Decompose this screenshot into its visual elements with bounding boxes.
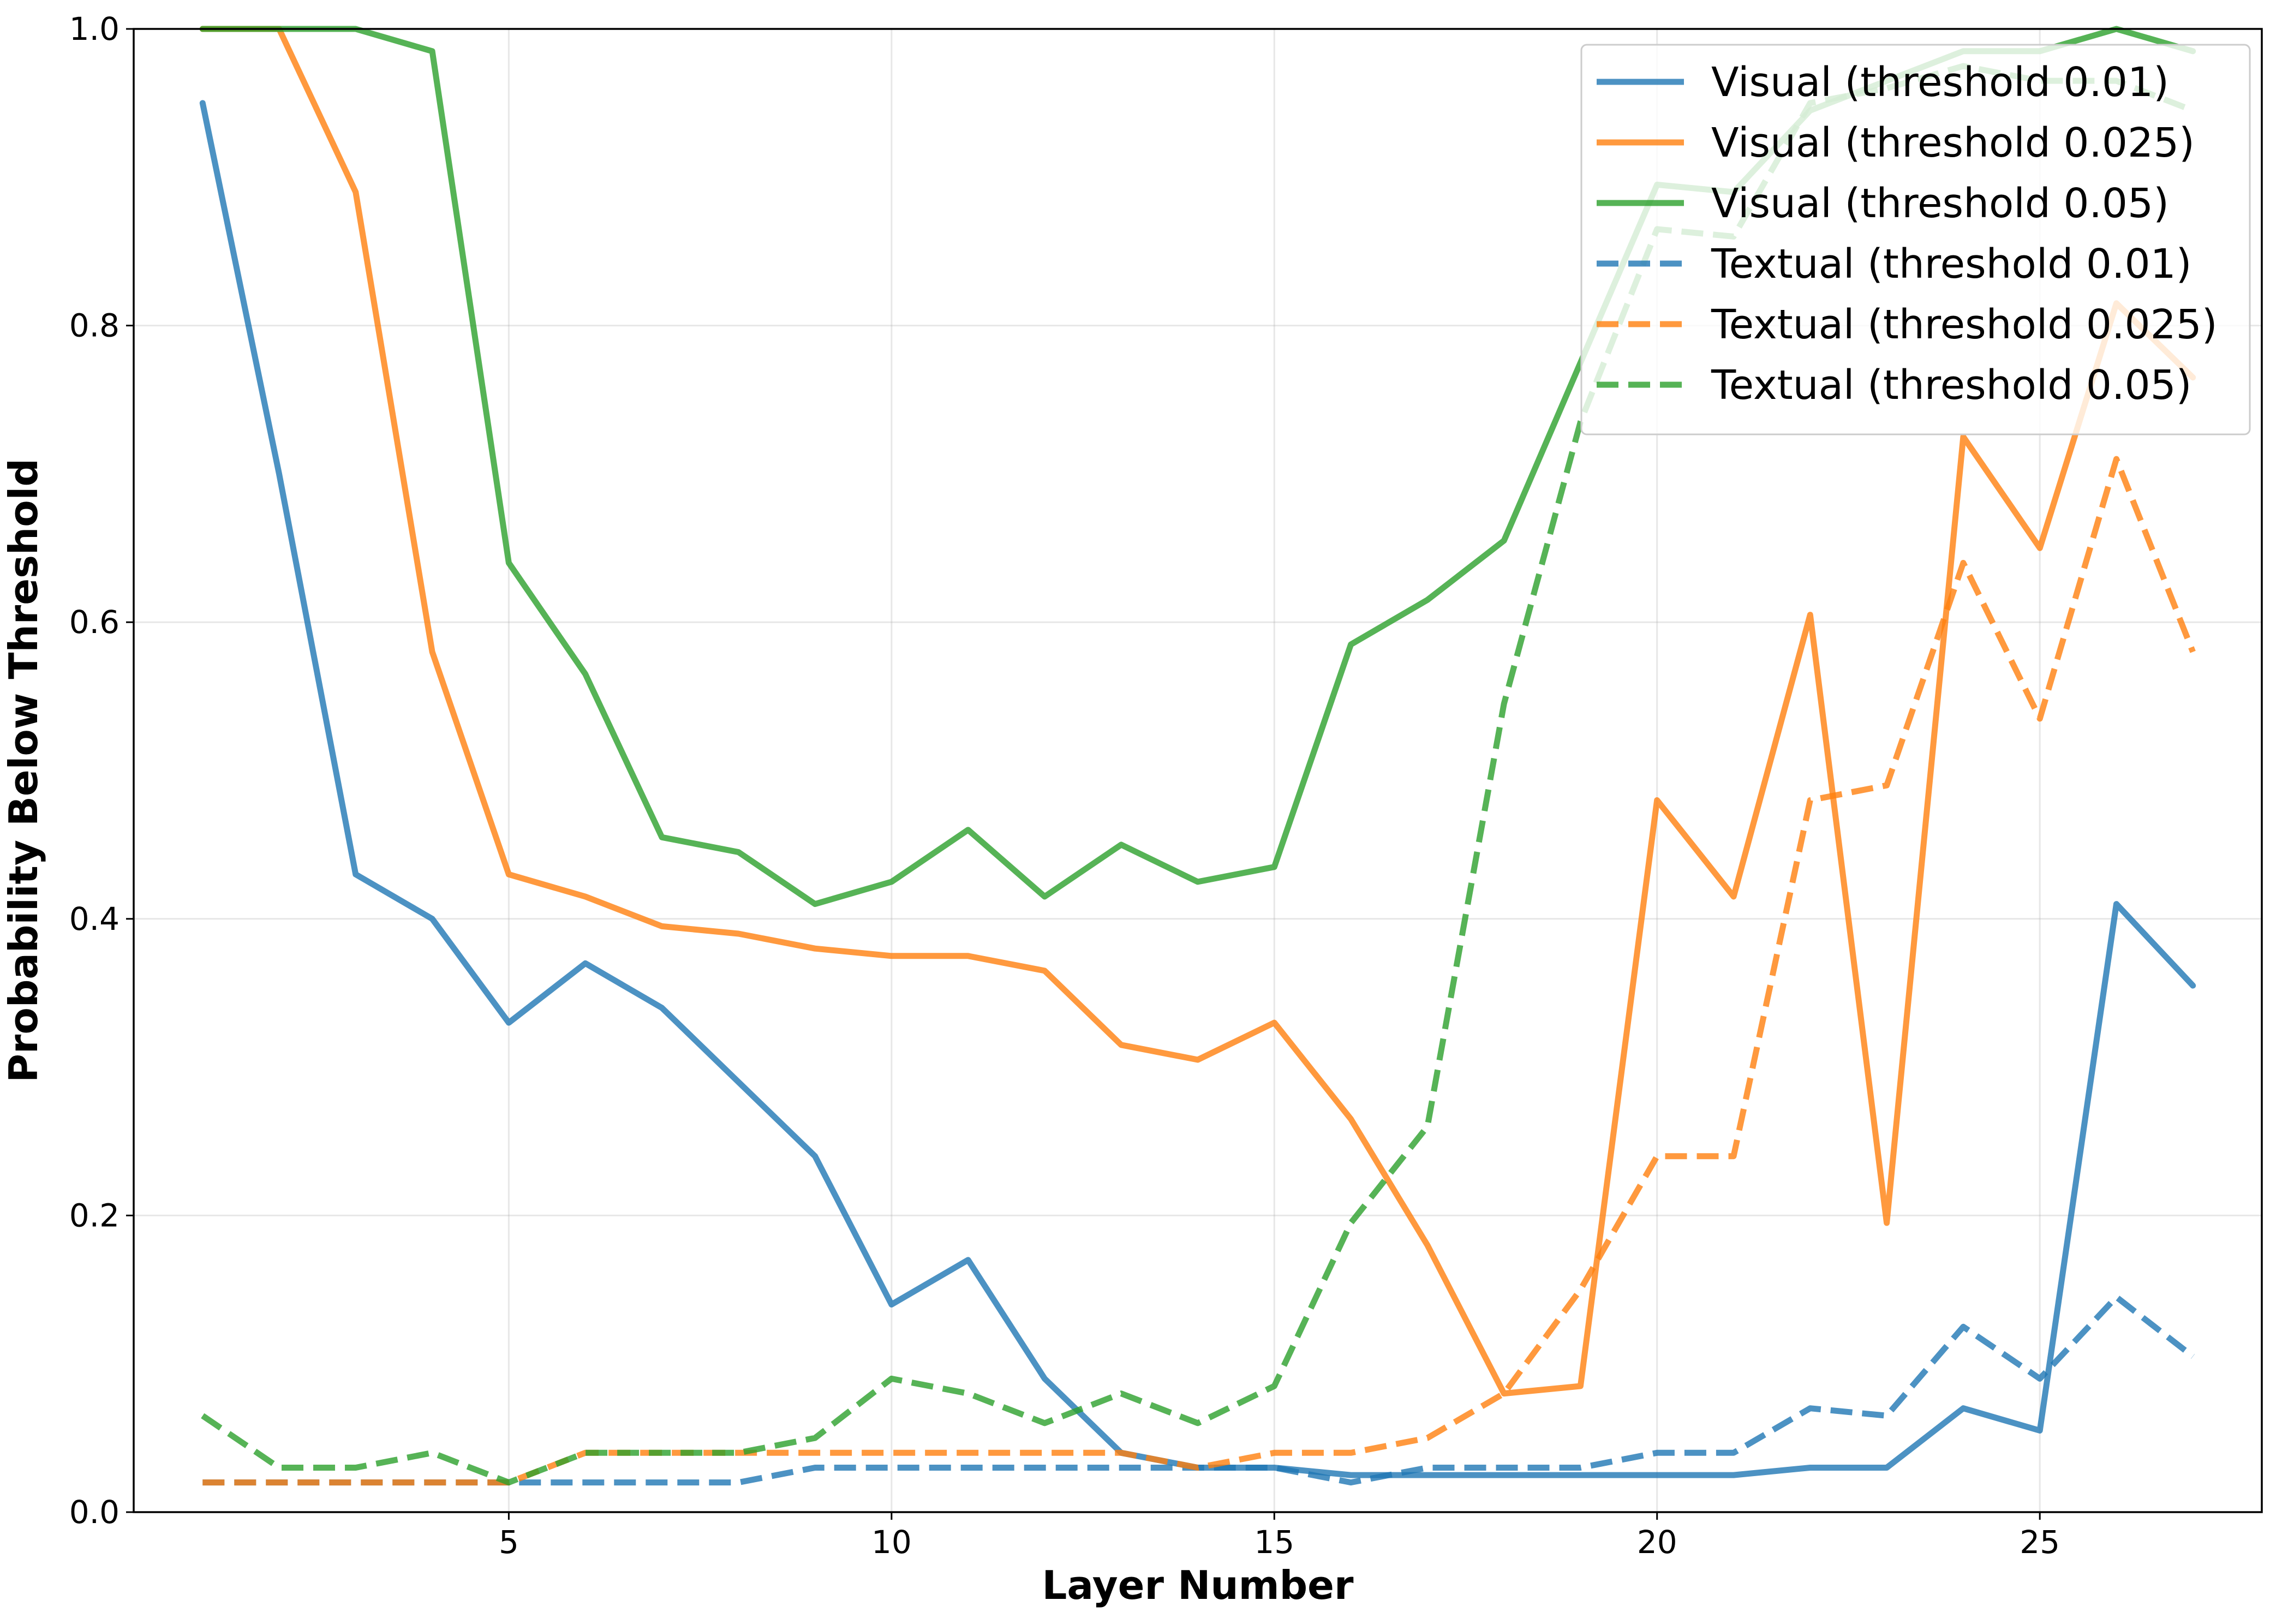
y-tick-label: 1.0 <box>69 10 120 47</box>
y-tick-label: 0.4 <box>69 900 120 938</box>
y-tick-label: 0.0 <box>69 1494 120 1531</box>
legend-label: Visual (threshold 0.025) <box>1711 120 2195 166</box>
axis-ticks: 5 10 15 20 25 0.0 0.2 0.4 0.6 0.8 1.0 <box>69 10 2060 1561</box>
y-tick-label: 0.6 <box>69 604 120 641</box>
legend-label: Visual (threshold 0.05) <box>1711 180 2169 227</box>
x-tick-label: 15 <box>1254 1524 1294 1561</box>
legend-box <box>1580 44 2251 435</box>
legend: Visual (threshold 0.01) Visual (threshold… <box>1580 44 2251 435</box>
x-tick-label: 5 <box>499 1524 519 1561</box>
x-tick-label: 25 <box>2020 1524 2060 1561</box>
legend-label: Textual (threshold 0.025) <box>1711 301 2218 348</box>
plot-frame <box>133 28 2263 1513</box>
x-tick-label: 10 <box>871 1524 912 1561</box>
legend-label: Visual (threshold 0.01) <box>1711 59 2169 106</box>
legend-label: Textual (threshold 0.01) <box>1711 241 2192 288</box>
x-axis-label: Layer Number <box>1042 1562 1354 1608</box>
y-axis-label: Probability Below Threshold <box>1 458 46 1083</box>
y-tick-label: 0.2 <box>69 1197 120 1234</box>
y-tick-label: 0.8 <box>69 307 120 344</box>
series-line-visual-1 <box>199 26 2196 1397</box>
x-tick-label: 20 <box>1637 1524 1677 1561</box>
legend-label: Textual (threshold 0.05) <box>1711 362 2192 409</box>
